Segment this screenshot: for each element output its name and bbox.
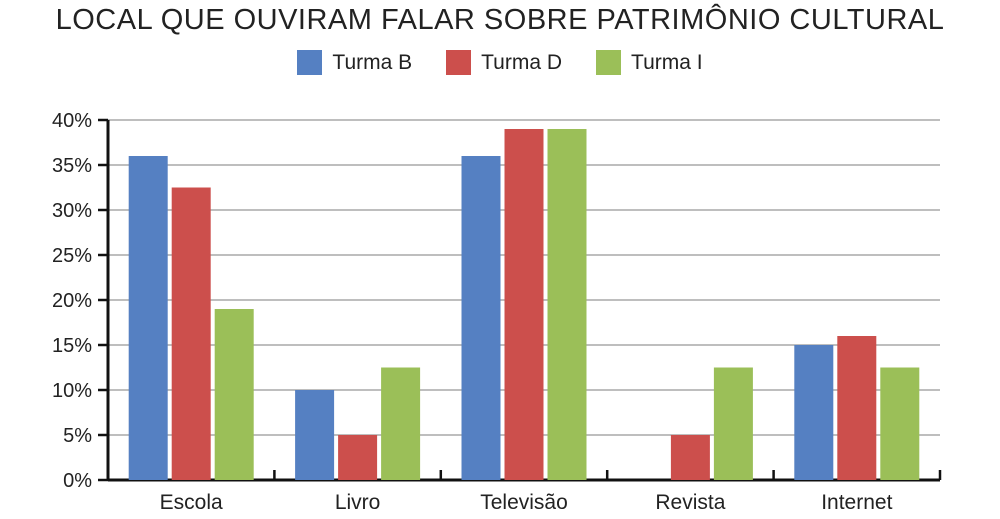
bar bbox=[713, 367, 753, 480]
y-tick-label: 35% bbox=[52, 155, 92, 177]
legend-item-turma-d: Turma D bbox=[446, 50, 562, 75]
y-tick-label: 0% bbox=[63, 470, 92, 492]
bar bbox=[214, 309, 254, 480]
bar bbox=[338, 435, 378, 480]
bar bbox=[171, 187, 211, 480]
x-tick-label: Escola bbox=[160, 491, 223, 514]
x-tick-label: Televisão bbox=[480, 491, 568, 514]
legend-label: Turma I bbox=[631, 50, 703, 74]
legend-label: Turma B bbox=[332, 50, 413, 74]
y-tick-label: 20% bbox=[52, 290, 92, 312]
legend-swatch bbox=[297, 50, 323, 75]
y-tick-label: 30% bbox=[52, 200, 92, 222]
bar bbox=[461, 156, 501, 480]
bar bbox=[880, 367, 920, 480]
legend-label: Turma D bbox=[481, 50, 563, 74]
y-tick-label: 15% bbox=[52, 335, 92, 357]
bar bbox=[837, 336, 877, 480]
legend-swatch bbox=[596, 50, 622, 75]
legend-item-turma-b: Turma B bbox=[297, 50, 412, 75]
chart-title: LOCAL QUE OUVIRAM FALAR SOBRE PATRIMÔNIO… bbox=[55, 4, 945, 36]
bar bbox=[547, 129, 587, 480]
x-tick-label: Revista bbox=[655, 491, 725, 514]
bar bbox=[295, 390, 335, 480]
legend-item-turma-i: Turma I bbox=[596, 50, 703, 75]
legend-swatch bbox=[446, 50, 472, 75]
bar bbox=[128, 156, 168, 480]
legend: Turma B Turma D Turma I bbox=[0, 50, 1000, 75]
y-tick-label: 5% bbox=[63, 425, 92, 447]
y-tick-label: 10% bbox=[52, 380, 92, 402]
y-tick-label: 25% bbox=[52, 245, 92, 267]
x-tick-label: Internet bbox=[821, 491, 892, 514]
x-tick-label: Livro bbox=[335, 491, 381, 514]
bar bbox=[670, 435, 710, 480]
bar bbox=[794, 345, 834, 480]
bar bbox=[381, 367, 421, 480]
y-tick-label: 40% bbox=[52, 110, 92, 132]
bar bbox=[504, 129, 544, 480]
